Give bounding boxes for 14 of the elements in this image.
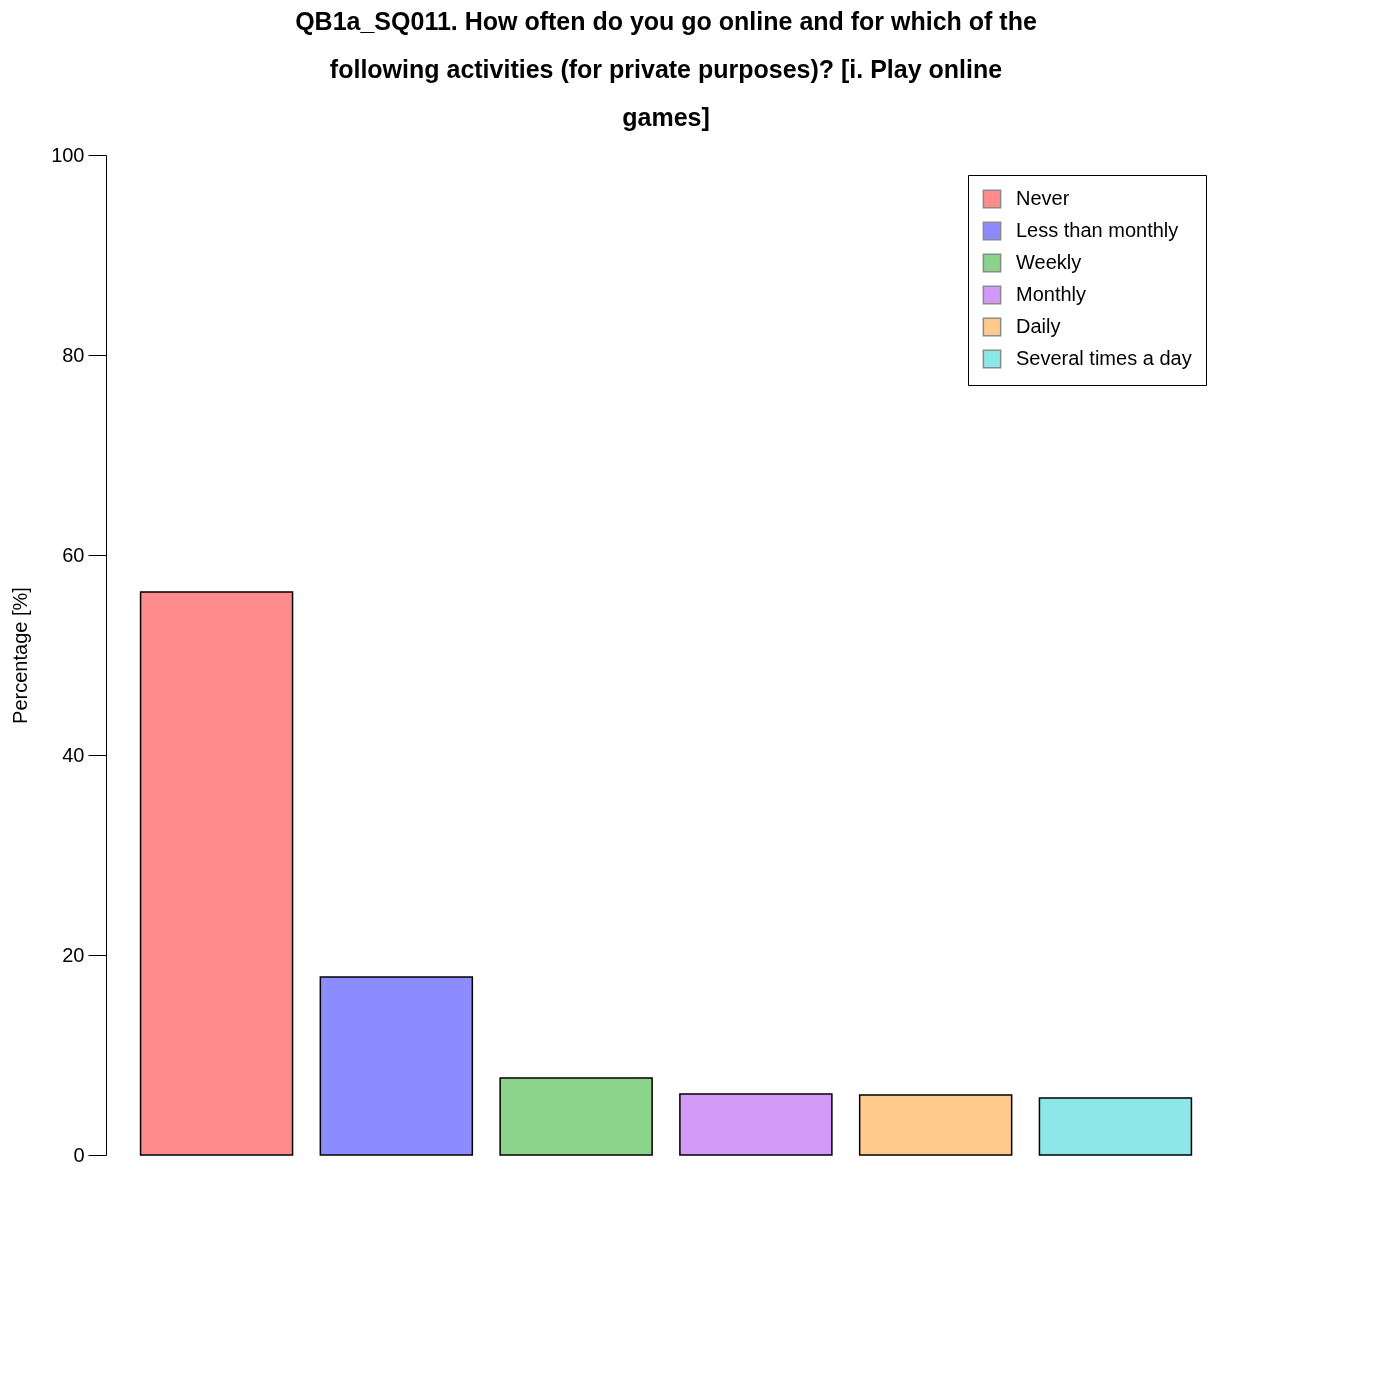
legend-label: Weekly (1016, 251, 1082, 273)
y-tick-label: 40 (62, 743, 85, 766)
legend-label: Several times a day (1016, 347, 1192, 369)
y-axis-title: Percentage [%] (9, 587, 32, 724)
y-tick-label: 100 (51, 143, 85, 166)
chart-title: QB1a_SQ011. How often do you go online and for which of the following activities (for private purposes)? [i. Play online games] (295, 7, 1037, 131)
legend-label: Daily (1016, 315, 1061, 337)
legend-label: Monthly (1016, 283, 1087, 305)
legend-label: Never (1016, 187, 1070, 209)
y-tick-label: 60 (62, 543, 85, 566)
y-tick-label: 80 (62, 343, 85, 366)
legend-label: Less than monthly (1016, 219, 1179, 241)
y-tick-label: 20 (62, 943, 85, 966)
y-tick-label: 0 (73, 1143, 85, 1166)
